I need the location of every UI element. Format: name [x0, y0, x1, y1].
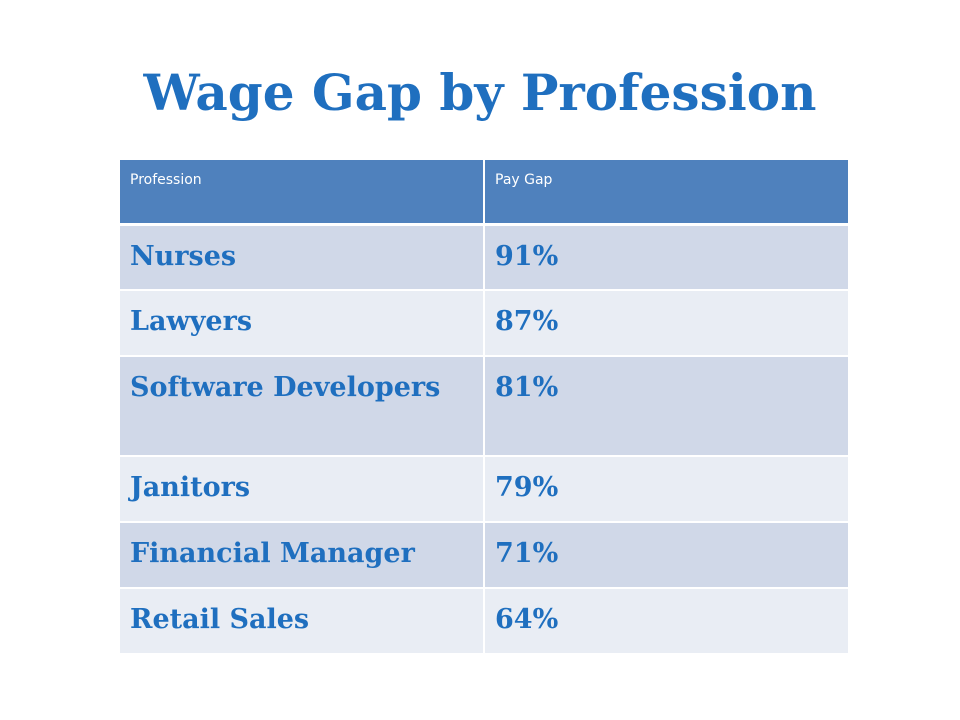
table-row: Nurses 91% — [120, 224, 848, 291]
table-row: Janitors 79% — [120, 456, 848, 523]
pay-gap-cell: 91% — [484, 224, 848, 291]
profession-cell: Janitors — [120, 456, 485, 523]
table-row: Financial Manager 71% — [120, 522, 848, 589]
slide-title: Wage Gap by Profession — [143, 63, 817, 122]
profession-cell: Retail Sales — [120, 588, 485, 655]
header-profession: Profession — [120, 160, 485, 226]
pay-gap-cell: 64% — [484, 588, 848, 655]
profession-cell: Lawyers — [120, 290, 485, 357]
pay-gap-cell: 71% — [484, 522, 848, 589]
pay-gap-cell: 87% — [484, 290, 848, 357]
table-row: Software Developers 81% — [120, 356, 848, 457]
table-header-row: Profession Pay Gap — [120, 160, 848, 226]
table-row: Retail Sales 64% — [120, 588, 848, 655]
pay-gap-cell: 81% — [484, 356, 848, 457]
profession-cell: Software Developers — [120, 356, 485, 457]
profession-cell: Nurses — [120, 224, 485, 291]
wage-gap-table: Profession Pay Gap Nurses 91% Lawyers 87… — [120, 160, 848, 655]
profession-cell: Financial Manager — [120, 522, 485, 589]
table-row: Lawyers 87% — [120, 290, 848, 357]
header-pay-gap: Pay Gap — [484, 160, 848, 226]
pay-gap-cell: 79% — [484, 456, 848, 523]
